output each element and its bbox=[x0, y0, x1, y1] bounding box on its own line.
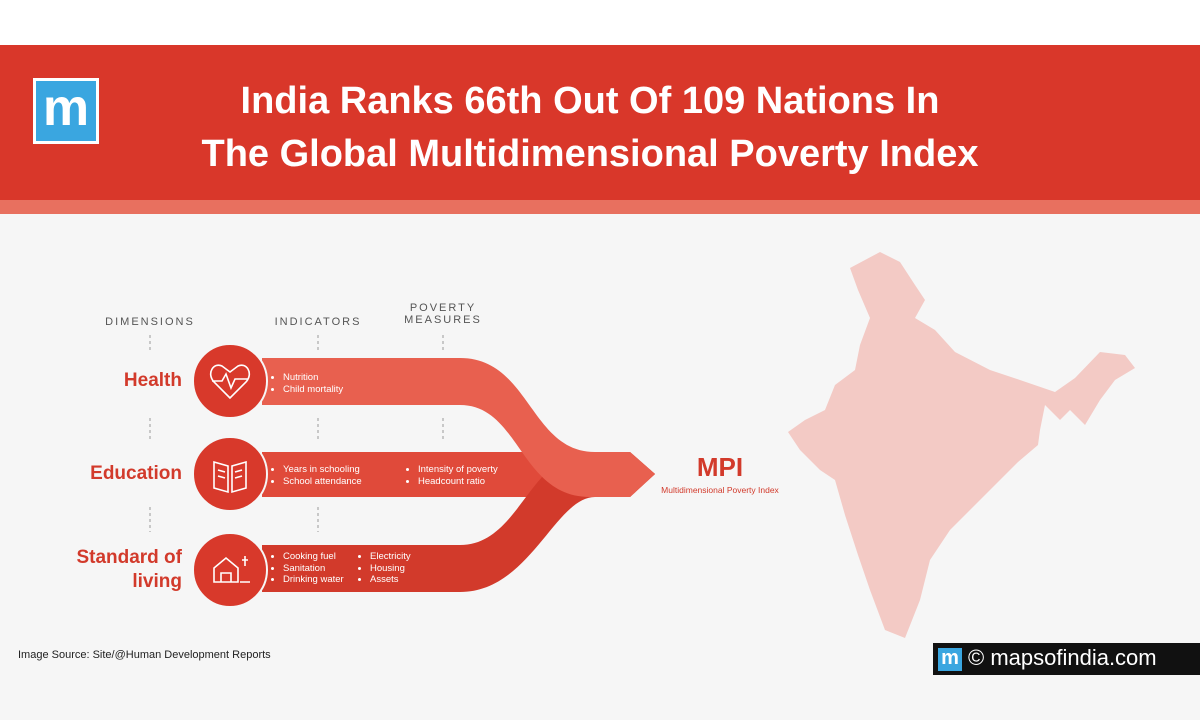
title: India Ranks 66th Out Of 109 Nations In bbox=[240, 80, 940, 122]
book-icon bbox=[213, 460, 247, 494]
title: The Global Multidimensional Poverty Inde… bbox=[201, 133, 979, 175]
indicator: Electricity bbox=[370, 551, 411, 563]
result-sublabel: Multidimensional Poverty Index bbox=[661, 485, 779, 495]
health-circle bbox=[192, 343, 268, 419]
dimension: Health bbox=[123, 370, 182, 391]
dimension: Education bbox=[90, 463, 182, 484]
indicator: Housing bbox=[370, 563, 411, 575]
indicator-list: Electricity Housing Assets bbox=[358, 551, 411, 586]
living-circle bbox=[192, 532, 268, 608]
column-header: POVERTY MEASURES bbox=[404, 302, 482, 326]
dimension: Standard of living bbox=[76, 547, 182, 592]
indicator: Assets bbox=[370, 574, 411, 586]
indicator: Child mortality bbox=[283, 384, 343, 396]
watermark-text: © mapsofindia.com bbox=[968, 645, 1157, 670]
logo: m bbox=[33, 78, 99, 144]
measure-list: Intensity of poverty Headcount ratio bbox=[406, 464, 498, 487]
house-icon bbox=[213, 556, 250, 583]
indicator: Years in schooling bbox=[283, 464, 362, 476]
column-header: INDICATORS bbox=[274, 316, 362, 328]
watermark-box bbox=[933, 643, 1200, 675]
indicator-list: Cooking fuel Sanitation Drinking water bbox=[271, 551, 344, 586]
education-circle bbox=[192, 436, 268, 512]
top-band bbox=[0, 0, 1200, 45]
indicator-list: Years in schooling School attendance bbox=[271, 464, 362, 487]
column-header: DIMENSIONS bbox=[105, 316, 195, 328]
source: Image Source: Site/@Human Development Re… bbox=[18, 649, 271, 661]
result-label: MPI bbox=[696, 452, 744, 482]
watermark-logo: m bbox=[938, 648, 962, 671]
indicator: Cooking fuel bbox=[283, 551, 344, 563]
header-stripe bbox=[0, 200, 1200, 214]
dash-lines bbox=[149, 335, 444, 532]
measure: Intensity of poverty bbox=[418, 464, 498, 476]
header-band bbox=[0, 45, 1200, 200]
indicator: School attendance bbox=[283, 476, 362, 488]
indicator: Drinking water bbox=[283, 574, 344, 586]
indicator-list: Nutrition Child mortality bbox=[271, 372, 343, 395]
indicator: Sanitation bbox=[283, 563, 344, 575]
measure: Headcount ratio bbox=[418, 476, 498, 488]
heart-icon bbox=[209, 364, 251, 400]
indicator: Nutrition bbox=[283, 372, 343, 384]
flow-health bbox=[262, 358, 655, 497]
india-map bbox=[788, 252, 1135, 638]
